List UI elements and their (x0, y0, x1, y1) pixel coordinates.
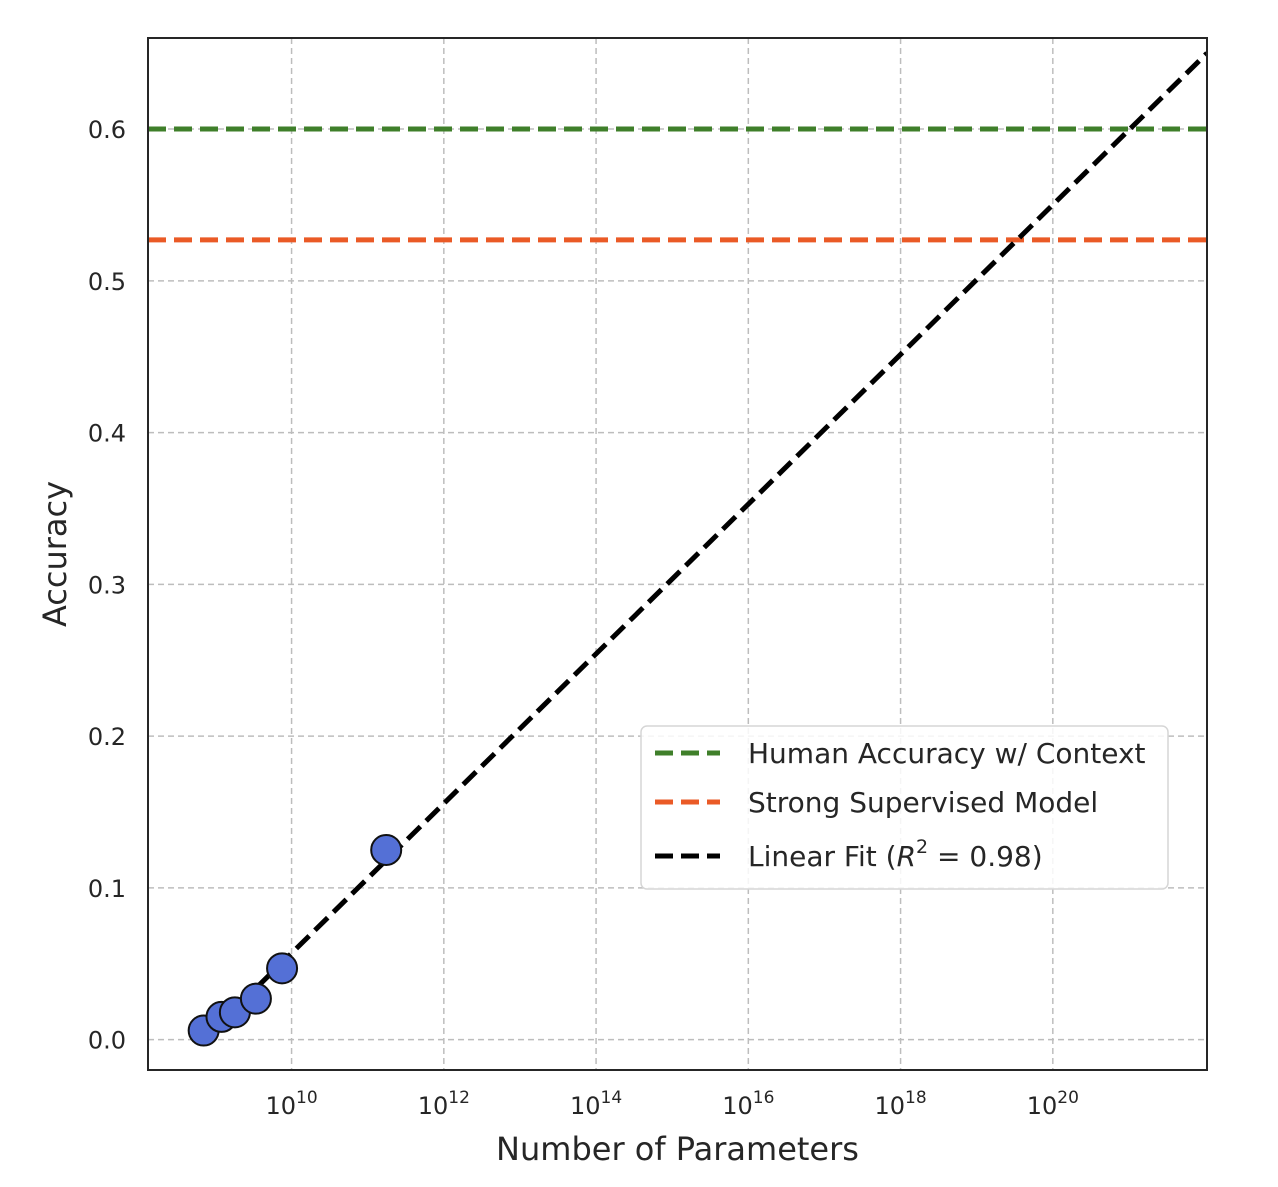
legend-label-linear-fit: Linear Fit (R2 = 0.98) (748, 836, 1043, 873)
data-point (370, 833, 403, 866)
plot-background (148, 38, 1207, 1070)
x-tick-exponent: 12 (448, 1088, 470, 1108)
legend: Human Accuracy w/ Context Strong Supervi… (640, 725, 1169, 890)
x-tick-base: 10 (570, 1092, 601, 1120)
x-tick-label: 1014 (570, 1088, 622, 1120)
y-tick-label: 0.0 (88, 1027, 126, 1055)
linear-fit-line (201, 51, 1207, 1042)
y-axis: 0.0 0.1 0.2 0.3 0.4 0.5 0.6 (88, 116, 126, 1055)
x-axis-label: Number of Parameters (496, 1130, 859, 1168)
x-tick-exponent: 10 (296, 1088, 318, 1108)
x-tick-exponent: 16 (753, 1088, 775, 1108)
x-tick-base: 10 (265, 1092, 296, 1120)
legend-box (640, 725, 1169, 890)
x-tick-base: 10 (874, 1092, 905, 1120)
data-point (266, 952, 299, 985)
x-tick-label: 1012 (418, 1088, 470, 1120)
legend-label-strong-supervised: Strong Supervised Model (748, 786, 1098, 819)
legend-label-human-accuracy: Human Accuracy w/ Context (748, 737, 1146, 770)
x-tick-base: 10 (418, 1092, 449, 1120)
data-point (239, 982, 272, 1015)
y-tick-label: 0.2 (88, 723, 126, 751)
x-tick-exponent: 20 (1057, 1088, 1079, 1108)
plot-frame (147, 37, 1208, 1071)
x-axis: 1010 1012 1014 1016 1018 1020 (265, 1088, 1078, 1120)
x-tick-label: 1018 (874, 1088, 926, 1120)
y-tick-label: 0.6 (88, 116, 126, 144)
y-axis-label: Accuracy (36, 481, 74, 627)
y-tick-label: 0.1 (88, 875, 126, 903)
plot-area (148, 51, 1207, 1047)
y-tick-label: 0.5 (88, 268, 126, 296)
y-tick-label: 0.4 (88, 420, 126, 448)
x-tick-exponent: 14 (601, 1088, 623, 1108)
y-tick-label: 0.3 (88, 571, 126, 599)
x-tick-base: 10 (1027, 1092, 1058, 1120)
x-tick-exponent: 18 (905, 1088, 927, 1108)
x-tick-label: 1020 (1027, 1088, 1079, 1120)
x-tick-label: 1016 (722, 1088, 774, 1120)
x-tick-base: 10 (722, 1092, 753, 1120)
x-tick-label: 1010 (265, 1088, 317, 1120)
